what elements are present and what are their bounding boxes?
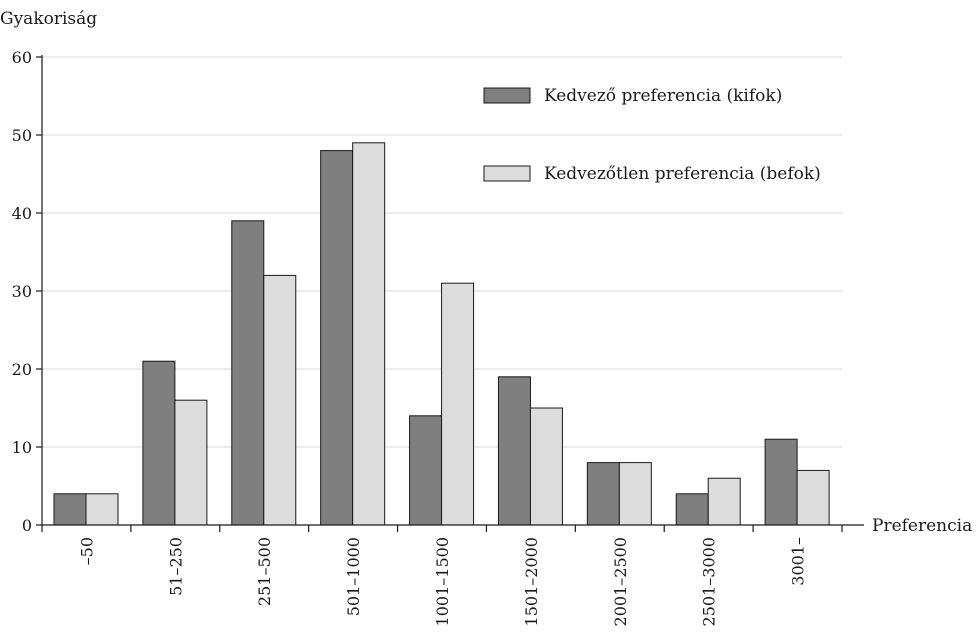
bar-kedvezotlen bbox=[263, 274, 297, 526]
x-axis-title: Preferencia bbox=[872, 516, 972, 536]
y-tick-label: 30 bbox=[12, 282, 32, 301]
legend-label-kedvezo: Kedvező preferencia (kifok) bbox=[544, 86, 782, 106]
x-tick-label: 51–250 bbox=[166, 537, 185, 596]
legend: Kedvező preferencia (kifok) Kedvezőtlen … bbox=[483, 86, 821, 184]
y-tick-label: 0 bbox=[22, 516, 32, 535]
x-tick-label: 501–1000 bbox=[344, 537, 363, 616]
y-tick-label: 50 bbox=[12, 126, 32, 145]
bar-kedvezo bbox=[675, 493, 709, 526]
bar-kedvezo bbox=[586, 462, 620, 526]
bar-kedvezo bbox=[409, 415, 443, 526]
legend-swatch-kedvezotlen bbox=[483, 165, 531, 182]
x-tick-label: 3001– bbox=[789, 537, 808, 586]
y-tick-label: 20 bbox=[12, 360, 32, 379]
x-tick-label: 2501–3000 bbox=[700, 537, 719, 626]
y-axis-title: Gyakoriság bbox=[0, 9, 97, 29]
bar-kedvezotlen bbox=[618, 462, 652, 526]
bar-kedvezotlen bbox=[174, 399, 208, 526]
bar-kedvezo bbox=[764, 438, 798, 526]
bar-kedvezo bbox=[53, 493, 87, 526]
y-tick-label: 40 bbox=[12, 204, 32, 223]
bar-kedvezotlen bbox=[796, 469, 830, 526]
x-tick-label: 2001–2500 bbox=[611, 537, 630, 626]
bar-kedvezotlen bbox=[85, 493, 119, 526]
x-tick-labels: –50 51–250 251–500 501–1000 1001–1500 1501–20… bbox=[41, 525, 843, 626]
bar-kedvezotlen bbox=[707, 477, 741, 526]
x-tick-label: 1501–2000 bbox=[522, 537, 541, 626]
bar-kedvezotlen bbox=[441, 282, 475, 526]
x-tick-label: –50 bbox=[77, 537, 96, 565]
x-tick-label: 1001–1500 bbox=[433, 537, 452, 626]
bar-kedvezo bbox=[497, 376, 531, 526]
legend-swatch-kedvezo bbox=[483, 87, 531, 104]
bars bbox=[53, 142, 830, 526]
legend-label-kedvezotlen: Kedvezőtlen preferencia (befok) bbox=[544, 164, 821, 184]
x-tick-label: 251–500 bbox=[255, 537, 274, 606]
y-tick-label: 10 bbox=[12, 438, 32, 457]
bar-kedvezo bbox=[142, 360, 176, 526]
y-tick-labels: 0 10 20 30 40 50 60 bbox=[12, 48, 42, 535]
bar-kedvezo bbox=[231, 220, 265, 526]
bar-kedvezotlen bbox=[352, 142, 386, 526]
y-tick-label: 60 bbox=[12, 48, 32, 67]
bar-kedvezotlen bbox=[529, 407, 563, 526]
bar-kedvezo bbox=[320, 150, 354, 526]
